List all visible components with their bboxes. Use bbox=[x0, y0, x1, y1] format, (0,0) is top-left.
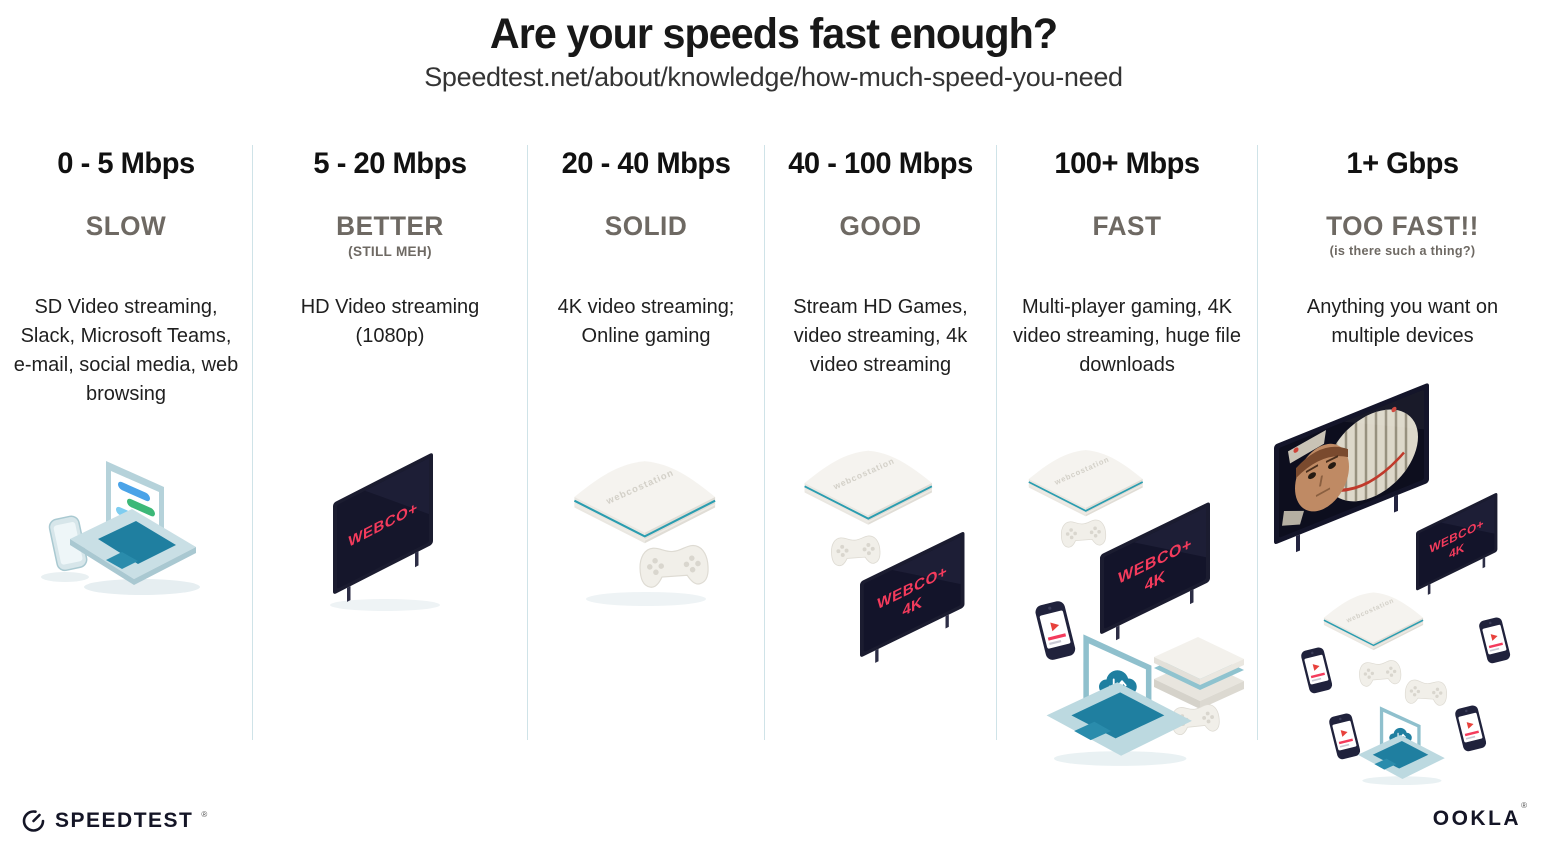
speed-rating: FAST bbox=[1092, 211, 1162, 241]
phone-icon bbox=[1454, 704, 1488, 753]
speedtest-gauge-icon bbox=[22, 810, 45, 832]
ookla-wordmark: OOKLA bbox=[1432, 807, 1522, 830]
laptop-and-phone-illustration bbox=[10, 435, 240, 615]
page-subtitle: Speedtest.net/about/knowledge/how-much-s… bbox=[424, 62, 1123, 92]
speed-description: HD Video streaming (1080p) bbox=[300, 296, 480, 347]
phone-icon bbox=[1328, 712, 1362, 761]
speed-range: 20 - 40 Mbps bbox=[561, 147, 731, 180]
speedtest-logo: SPEEDTEST ® bbox=[20, 807, 207, 834]
speed-rating: SLOW bbox=[85, 211, 167, 241]
movie-tv-icon bbox=[1274, 383, 1429, 553]
column-20-40-mbps: 20 - 40 Mbps SOLID 4K video streaming; O… bbox=[528, 145, 765, 740]
console-icon bbox=[1323, 591, 1424, 651]
tv-4k-icon bbox=[1100, 501, 1210, 648]
trademark-symbol: ® bbox=[201, 810, 208, 819]
rating-note: (is there such a thing?) bbox=[1329, 243, 1476, 258]
header: Are your speeds fast enough? Speedtest.n… bbox=[0, 8, 1547, 93]
speed-description: Anything you want on multiple devices bbox=[1306, 296, 1499, 347]
controller-icon bbox=[1404, 679, 1448, 707]
speed-rating: SOLID bbox=[604, 211, 688, 241]
speed-rating: GOOD bbox=[839, 211, 922, 241]
speed-description: 4K video streaming; Online gaming bbox=[557, 296, 735, 347]
console-icon bbox=[573, 460, 717, 545]
page-title: Are your speeds fast enough? bbox=[489, 10, 1058, 58]
controller-icon bbox=[830, 534, 882, 567]
speed-columns: 0 - 5 Mbps SLOW SD Video streaming, Slac… bbox=[0, 145, 1547, 786]
laptop-icon bbox=[70, 461, 196, 585]
multi-device-illustration bbox=[1002, 445, 1254, 780]
trademark-symbol: ® bbox=[1521, 801, 1527, 810]
controller-icon bbox=[1358, 659, 1403, 688]
tv-4k-icon bbox=[1416, 492, 1498, 601]
laptop-cloud-icon bbox=[1357, 705, 1446, 786]
speed-description: SD Video streaming, Slack, Microsoft Tea… bbox=[13, 296, 239, 405]
phone-icon bbox=[1300, 646, 1334, 695]
column-40-100-mbps: 40 - 100 Mbps GOOD Stream HD Games, vide… bbox=[765, 145, 997, 740]
controller-icon bbox=[1060, 519, 1107, 549]
column-100-plus-mbps: 100+ Mbps FAST Multi-player gaming, 4K v… bbox=[997, 145, 1258, 767]
speed-rating: BETTER (STILL MEH) bbox=[257, 211, 523, 259]
column-0-5-mbps: 0 - 5 Mbps SLOW SD Video streaming, Slac… bbox=[0, 145, 253, 740]
speed-range: 40 - 100 Mbps bbox=[788, 147, 973, 180]
game-console-illustration bbox=[556, 447, 741, 622]
phone-icon bbox=[48, 515, 88, 572]
phone-icon bbox=[1034, 599, 1077, 662]
rating-note: (STILL MEH) bbox=[348, 243, 432, 259]
speedtest-wordmark: SPEEDTEST bbox=[55, 808, 194, 832]
phone-icon bbox=[1478, 616, 1512, 665]
speed-range: 0 - 5 Mbps bbox=[57, 147, 195, 180]
console-icon bbox=[803, 449, 933, 526]
speed-range: 5 - 20 Mbps bbox=[313, 147, 467, 180]
column-5-20-mbps: 5 - 20 Mbps BETTER (STILL MEH) HD Video … bbox=[253, 145, 528, 740]
speed-range: 1+ Gbps bbox=[1346, 147, 1459, 180]
many-devices-illustration bbox=[1266, 370, 1544, 790]
speed-description: Stream HD Games, video streaming, 4k vid… bbox=[793, 296, 968, 376]
media-console-icon bbox=[1154, 637, 1244, 709]
console-icon bbox=[1027, 449, 1144, 518]
hd-tv-illustration: WEBCO+ bbox=[305, 445, 480, 615]
tv-icon: WEBCO+ bbox=[333, 453, 433, 602]
console-and-4k-tv-illustration bbox=[775, 445, 990, 695]
speed-description: Multi-player gaming, 4K video streaming,… bbox=[1013, 296, 1241, 376]
ookla-logo: OOKLA® bbox=[1432, 801, 1527, 831]
controller-icon bbox=[638, 543, 710, 589]
speed-range: 100+ Mbps bbox=[1054, 147, 1200, 180]
column-1-plus-gbps: 1+ Gbps TOO FAST!! (is there such a thin… bbox=[1258, 145, 1547, 786]
speed-rating: TOO FAST!! (is there such a thing?) bbox=[1262, 211, 1542, 258]
